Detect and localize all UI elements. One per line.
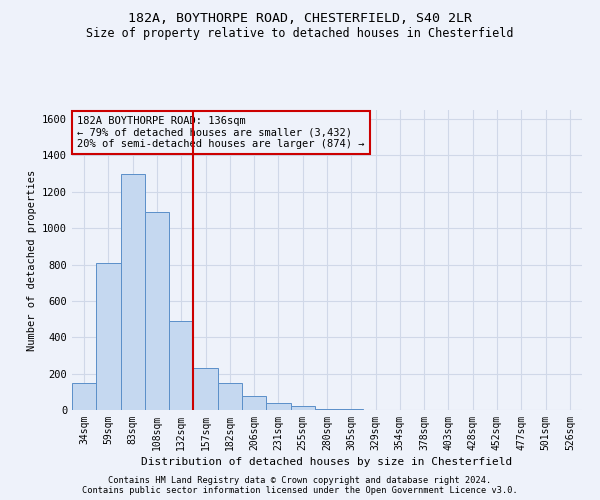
Bar	[72, 382, 96, 410]
Text: 182A, BOYTHORPE ROAD, CHESTERFIELD, S40 2LR: 182A, BOYTHORPE ROAD, CHESTERFIELD, S40 …	[128, 12, 472, 26]
Text: Contains public sector information licensed under the Open Government Licence v3: Contains public sector information licen…	[82, 486, 518, 495]
Bar	[266, 402, 290, 410]
X-axis label: Distribution of detached houses by size in Chesterfield: Distribution of detached houses by size …	[142, 457, 512, 467]
Bar	[96, 262, 121, 410]
Text: Contains HM Land Registry data © Crown copyright and database right 2024.: Contains HM Land Registry data © Crown c…	[109, 476, 491, 485]
Text: Size of property relative to detached houses in Chesterfield: Size of property relative to detached ho…	[86, 28, 514, 40]
Text: 182A BOYTHORPE ROAD: 136sqm
← 79% of detached houses are smaller (3,432)
20% of : 182A BOYTHORPE ROAD: 136sqm ← 79% of det…	[77, 116, 365, 149]
Bar	[193, 368, 218, 410]
Bar	[169, 321, 193, 410]
Bar	[290, 406, 315, 410]
Bar	[242, 396, 266, 410]
Bar	[339, 409, 364, 410]
Bar	[145, 212, 169, 410]
Y-axis label: Number of detached properties: Number of detached properties	[26, 170, 37, 350]
Bar	[218, 382, 242, 410]
Bar	[315, 409, 339, 410]
Bar	[121, 174, 145, 410]
